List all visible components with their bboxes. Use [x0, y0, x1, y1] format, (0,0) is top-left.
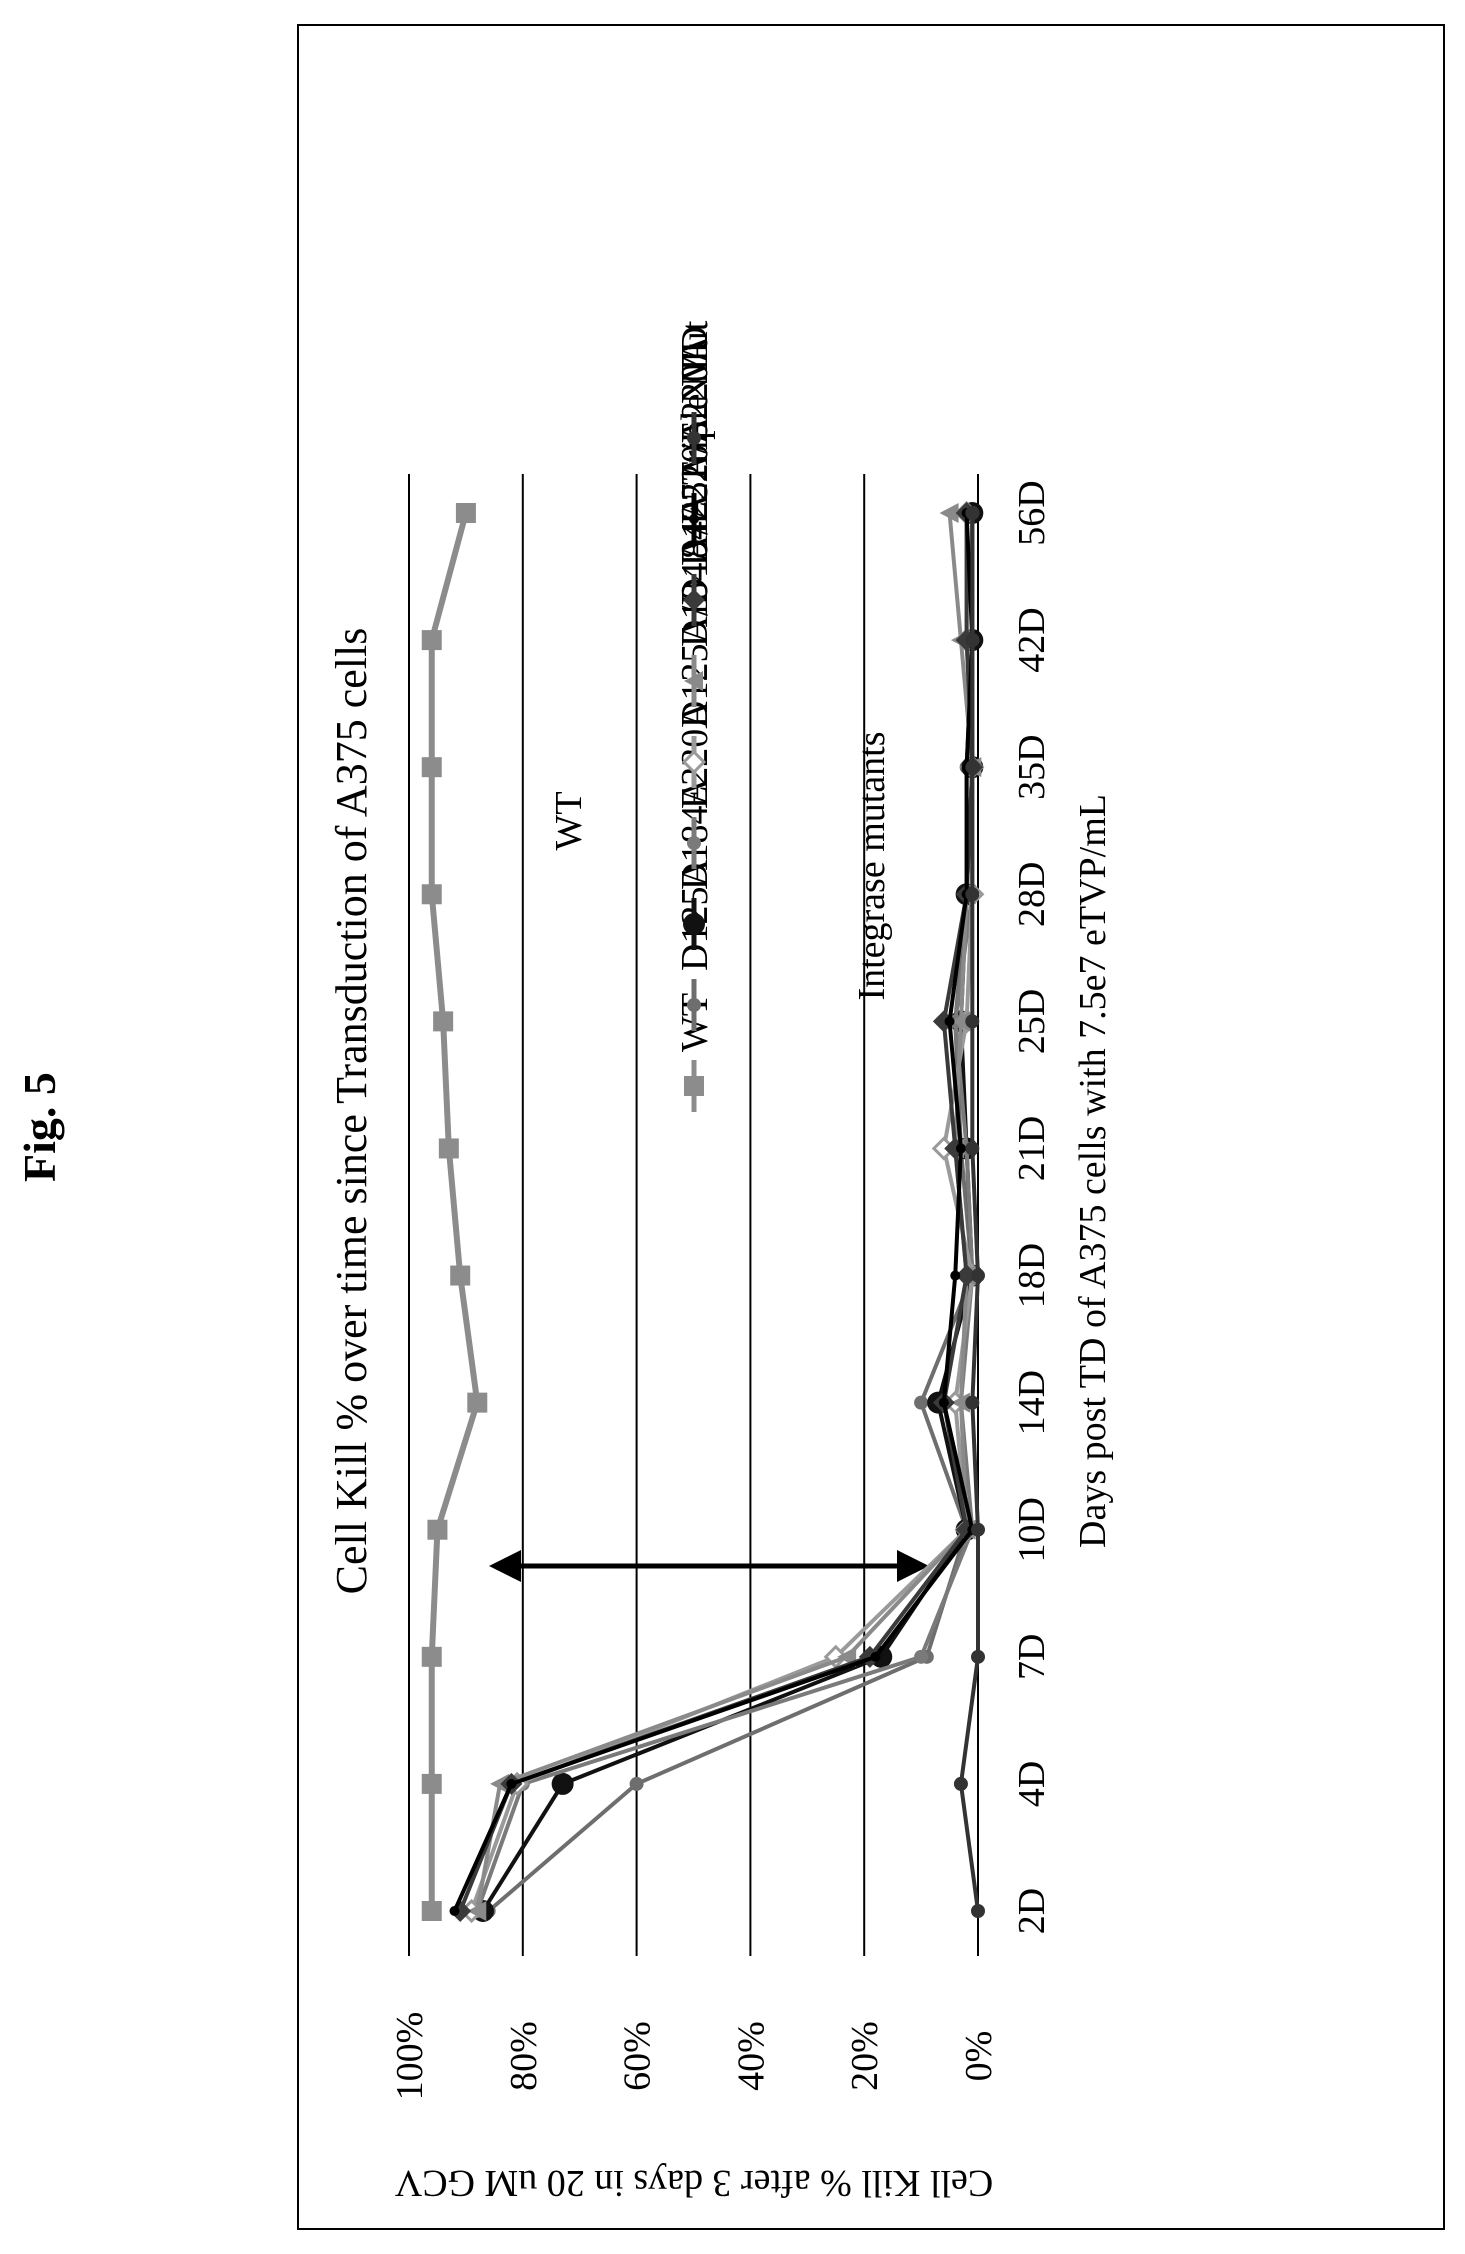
series-line	[958, 513, 980, 1912]
legend-marker	[687, 836, 701, 850]
x-tick-label-28D: 28D	[1011, 862, 1053, 927]
data-point-2D	[467, 1901, 487, 1921]
data-point-56D	[965, 506, 980, 520]
y-tick-label-100: 100%	[389, 2012, 431, 2101]
data-point-4D	[629, 1776, 644, 1791]
data-point-7D	[914, 1649, 929, 1664]
legend-marker	[684, 1076, 704, 1096]
legend-marker	[689, 514, 699, 524]
y-tick-label-0: 0%	[958, 2031, 1000, 2082]
plot-area: 0% 20% 40% 60% 80% 100% 2D 4D 7D 10D 14D 18D 21D 25D 2…	[327, 320, 1114, 2204]
legend-marker	[683, 913, 705, 935]
data-point-18D	[950, 1270, 961, 1281]
x-tick-label-21D: 21D	[1011, 1116, 1053, 1181]
data-point-14D	[467, 1392, 488, 1413]
data-point-21D	[955, 1143, 966, 1154]
x-tick-label-42D: 42D	[1011, 607, 1053, 672]
y-axis-label: Cell Kill % after 3 days in 20 uM GCV	[394, 2162, 993, 2204]
series-line	[458, 513, 975, 1912]
data-point-14D	[965, 1395, 980, 1410]
series-line	[475, 512, 975, 1912]
data-point-25D	[944, 1016, 955, 1027]
data-point-4D	[421, 1773, 442, 1794]
data-point-4D	[490, 1773, 510, 1794]
annotation-wt: WT	[548, 791, 590, 850]
data-point-42D	[965, 633, 980, 648]
data-point-4D	[551, 1772, 574, 1795]
x-tick-label-14D: 14D	[1011, 1370, 1053, 1435]
figure-label: Fig. 5	[14, 1072, 65, 1182]
series-line	[428, 512, 481, 1911]
x-tick-label-4D: 4D	[1011, 1761, 1053, 1807]
data-point-7D	[421, 1646, 442, 1667]
data-point-4D	[506, 1778, 517, 1789]
data-point-2D	[971, 1904, 985, 1918]
chart-title: Cell Kill % over time since Transduction…	[327, 628, 376, 1595]
data-point-7D	[971, 1649, 985, 1664]
difference-arrow	[489, 1550, 929, 1582]
series-ntd	[953, 506, 985, 1918]
x-tick-label-35D: 35D	[1011, 734, 1053, 799]
arrow-head-right	[897, 1550, 929, 1582]
data-point-21D	[438, 1138, 459, 1159]
legend-label: NTD	[674, 326, 716, 404]
arrow-head-left	[489, 1550, 521, 1582]
legend-marker	[683, 589, 705, 611]
data-point-18D	[955, 1264, 978, 1287]
data-point-35D	[965, 760, 980, 775]
y-tick-label-60: 60%	[617, 2021, 659, 2091]
data-point-28D	[421, 884, 442, 905]
data-point-14D	[914, 1395, 929, 1410]
data-point-56D	[939, 503, 959, 523]
series-d125a-e220a	[449, 502, 984, 1922]
legend-marker	[681, 749, 707, 775]
legend: WTD125AD184AE220AD125A/D184AD184A/E220AD…	[674, 320, 716, 1112]
data-point-2D	[421, 1901, 442, 1921]
series-triple-mut	[449, 508, 978, 1916]
data-point-2D	[449, 1906, 460, 1916]
y-tick-label-40: 40%	[730, 2021, 772, 2091]
x-tick-label-56D: 56D	[1011, 480, 1053, 545]
x-tick-label-2D: 2D	[1011, 1888, 1053, 1934]
data-point-10D	[427, 1519, 448, 1540]
data-point-2D	[449, 1900, 472, 1922]
series-line	[452, 512, 975, 1912]
legend-marker	[687, 431, 701, 445]
series-wt	[421, 503, 488, 1921]
legend-marker	[684, 671, 703, 691]
y-tick-label-80: 80%	[503, 2021, 545, 2091]
data-point-7D	[870, 1651, 881, 1662]
x-axis-label: Days post TD of A375 cells with 7.5e7 eT…	[1072, 794, 1114, 1548]
x-tick-label-25D: 25D	[1011, 989, 1053, 1054]
data-point-10D	[971, 1522, 985, 1537]
data-point-35D	[421, 757, 442, 778]
x-tick-label-18D: 18D	[1011, 1243, 1053, 1308]
y-tick-label-20: 20%	[844, 2021, 886, 2091]
legend-item-ntd: NTD	[674, 326, 716, 464]
data-point-18D	[450, 1265, 471, 1286]
line-chart: 0% 20% 40% 60% 80% 100% 2D 4D 7D 10D 14D 18D 21D 25D 2…	[327, 320, 1114, 2204]
data-point-25D	[950, 1011, 970, 1032]
legend-item-d125a-e220a: D125A/E220A	[674, 335, 716, 626]
x-tick-label-10D: 10D	[1011, 1497, 1053, 1562]
data-point-18D	[971, 1268, 985, 1283]
data-point-14D	[950, 1392, 970, 1413]
data-point-56D	[455, 503, 476, 523]
legend-item-d184a: D184A	[674, 778, 716, 950]
data-point-28D	[965, 887, 980, 902]
chart-frame: 0% 20% 40% 60% 80% 100% 2D 4D 7D 10D 14D 18D 21D 25D 2…	[297, 24, 1445, 2230]
data-point-4D	[953, 1776, 968, 1791]
x-tick-label-7D: 7D	[1011, 1634, 1053, 1680]
data-point-25D	[965, 1014, 980, 1029]
data-point-14D	[938, 1397, 949, 1408]
annotation-integrase-mutants: Integrase mutants	[851, 731, 893, 1000]
data-point-42D	[421, 630, 442, 651]
legend-marker	[687, 998, 701, 1012]
data-point-25D	[433, 1011, 454, 1032]
data-point-21D	[965, 1141, 980, 1156]
